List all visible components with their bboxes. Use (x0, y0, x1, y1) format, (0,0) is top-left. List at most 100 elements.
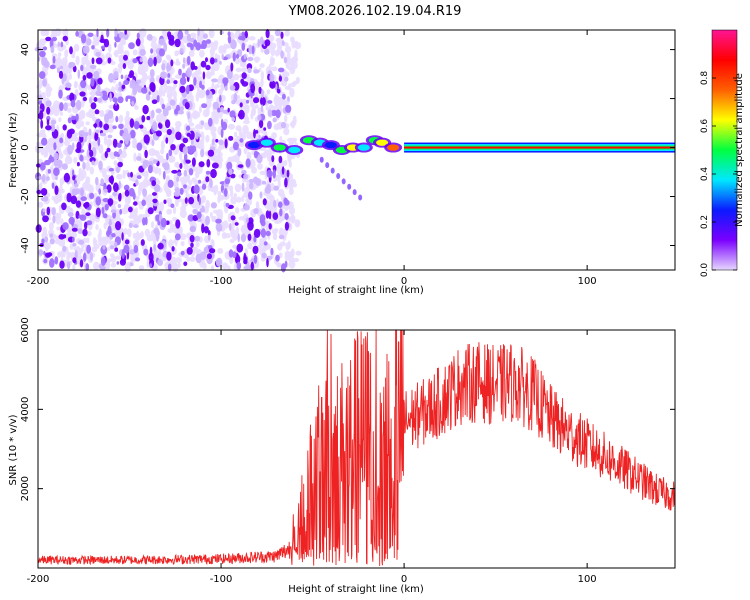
noise-cell (102, 213, 108, 219)
noise-cell (171, 246, 175, 252)
noise-cell (106, 147, 111, 153)
noise-cell (266, 257, 269, 268)
noise-cell (168, 138, 174, 146)
noise-cell (267, 100, 273, 104)
noise-cell (236, 243, 244, 253)
noise-cell (109, 151, 114, 156)
noise-cell (179, 176, 185, 183)
noise-cell (124, 239, 130, 245)
snr-x-axis: -200 -100 0 100 (27, 330, 597, 585)
noise-cell (154, 167, 159, 175)
noise-cell (189, 225, 197, 233)
spectrogram-y-axis: -40 -20 0 20 40 (20, 43, 675, 254)
noise-cell (182, 63, 186, 69)
noise-cell (140, 231, 144, 239)
noise-cell (146, 115, 151, 121)
noise-cell (232, 251, 237, 259)
noise-cell (89, 64, 97, 69)
noise-cell (267, 109, 273, 117)
noise-cell (84, 138, 87, 143)
noise-cell (163, 83, 168, 94)
noise-cell (157, 259, 162, 263)
noise-cell (59, 65, 63, 70)
figure-title: YM08.2026.102.19.04.R19 (288, 4, 462, 19)
colorbar-gradient (711, 29, 738, 271)
y-tick-label: 20 (20, 92, 31, 105)
noise-cell (177, 110, 184, 115)
noise-cell (62, 44, 67, 50)
noise-cell (260, 70, 265, 80)
noise-cell (77, 69, 81, 79)
noise-cell (275, 254, 280, 262)
noise-cell (92, 261, 100, 270)
noise-cell (172, 206, 177, 215)
noise-cell (99, 265, 106, 271)
noise-cell (180, 241, 185, 247)
noise-cell (123, 80, 130, 85)
noise-cell (183, 169, 188, 177)
noise-cell (79, 154, 84, 162)
noise-cell (224, 178, 231, 185)
noise-cell (243, 256, 248, 261)
noise-cell (280, 263, 286, 273)
noise-cell (54, 185, 59, 195)
y-tick-label: -40 (20, 237, 31, 253)
noise-cell (114, 247, 119, 252)
spectrogram-y-label: Frequency (Hz) (8, 112, 19, 188)
noise-cell (85, 212, 91, 217)
noise-cell (48, 222, 54, 231)
noise-cell (251, 45, 255, 55)
noise-cell (202, 33, 208, 39)
noise-cell (144, 149, 148, 159)
noise-cell (45, 100, 52, 107)
noise-cell (197, 27, 200, 37)
noise-cell (148, 148, 156, 157)
y-tick-label: 6000 (20, 317, 31, 342)
noise-cell (162, 107, 169, 117)
noise-cell (50, 45, 55, 54)
snr-y-label: SNR (10 * v/v) (8, 414, 19, 485)
noise-cell (40, 119, 44, 129)
noise-cell (46, 119, 50, 126)
noise-cell (100, 256, 106, 266)
noise-cell (261, 252, 267, 259)
noise-cell (112, 211, 116, 219)
noise-cell (190, 145, 197, 153)
noise-cell (217, 194, 221, 204)
noise-cell (239, 102, 243, 108)
noise-cell (210, 202, 217, 209)
carrier-blob (324, 141, 337, 149)
noise-cell (272, 169, 277, 179)
noise-cell (125, 110, 130, 117)
noise-cell (277, 188, 285, 197)
noise-cell (133, 217, 140, 226)
noise-cell (258, 86, 262, 94)
noise-cell (36, 189, 42, 195)
noise-cell (257, 38, 261, 48)
noise-cell (280, 31, 284, 39)
noise-cell (275, 37, 283, 43)
colorbar-tick-label: 0.8 (700, 71, 710, 86)
snr-frame (37, 329, 676, 569)
noise-cell (128, 187, 135, 197)
noise-cell (98, 237, 105, 247)
noise-cell (227, 35, 232, 44)
noise-cell (238, 35, 245, 41)
noise-cell (83, 252, 87, 262)
noise-cell (294, 40, 298, 48)
noise-cell (128, 42, 135, 50)
noise-cell (157, 220, 161, 226)
noise-cell (214, 184, 219, 193)
noise-cell (134, 82, 140, 89)
noise-cell (44, 159, 51, 166)
noise-cell (242, 124, 249, 134)
noise-cell (138, 265, 145, 271)
noise-cell (241, 81, 249, 87)
noise-cell (144, 228, 151, 237)
noise-cell (192, 166, 198, 172)
noise-cell (227, 157, 232, 162)
noise-cell (288, 160, 292, 168)
noise-cell (136, 79, 142, 84)
noise-cell (188, 50, 195, 57)
noise-cell (67, 144, 74, 155)
